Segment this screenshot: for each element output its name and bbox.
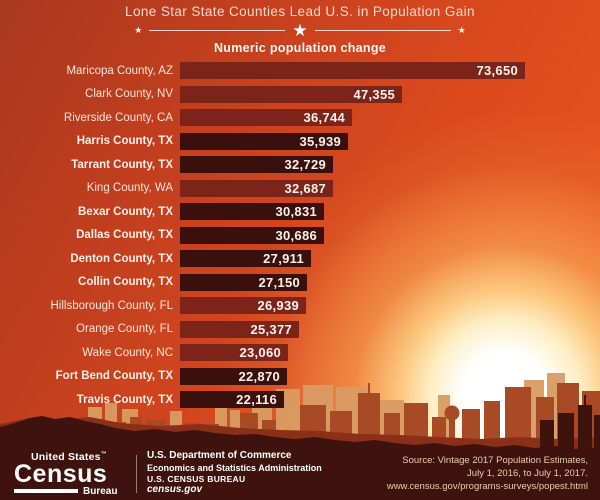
bar-row: Denton County, TX 27,911 (0, 250, 600, 267)
star-icon: ★ (457, 24, 466, 35)
value-label: 22,116 (236, 392, 277, 407)
source-citation: Source: Vintage 2017 Population Estimate… (387, 454, 588, 494)
value-bar: 30,831 (180, 203, 324, 220)
skyline-front-layer (0, 395, 600, 500)
bar-row: Fort Bend County, TX 22,870 (0, 367, 600, 385)
bar-row: King County, WA 32,687 (0, 179, 600, 197)
star-divider: ★ ★ ★ (0, 21, 600, 39)
value-bar: 32,729 (180, 156, 333, 173)
value-label: 27,911 (263, 251, 304, 266)
value-label: 35,939 (299, 133, 341, 149)
value-bar: 32,687 (180, 179, 333, 197)
dept-commerce-line: U.S. Department of Commerce (147, 450, 292, 462)
county-label: Bexar County, TX (78, 205, 173, 218)
logo-bureau-text: Bureau (83, 485, 118, 497)
county-label: Wake County, NC (82, 346, 173, 359)
value-label: 32,687 (284, 180, 326, 196)
bar-row: Clark County, NV 47,355 (0, 85, 600, 103)
value-label: 22,870 (238, 368, 280, 384)
divider-line (314, 29, 451, 31)
trademark-symbol: ™ (100, 451, 107, 457)
county-label: Clark County, NV (85, 88, 173, 100)
county-label: Maricopa County, AZ (66, 64, 173, 77)
value-bar: 35,939 (180, 132, 348, 150)
county-label: King County, WA (86, 182, 173, 194)
value-bar: 22,116 (180, 391, 284, 408)
logo-bureau-row: Bureau (14, 486, 132, 497)
bar-row: Wake County, NC 23,060 (0, 344, 600, 361)
value-bar: 27,150 (180, 273, 307, 291)
chart-subtitle: Numeric population change (213, 41, 387, 55)
value-label: 30,831 (275, 204, 317, 219)
value-label: 26,939 (257, 298, 299, 313)
county-label: Riverside County, CA (63, 111, 173, 124)
logo-census-text: Census (14, 459, 108, 488)
value-label: 27,150 (258, 274, 300, 290)
dept-census-line: U.S. CENSUS BUREAU (147, 473, 246, 484)
page-title: Lone Star State Counties Lead U.S. in Po… (125, 4, 475, 19)
logo-underline-bar (14, 489, 78, 493)
value-label: 23,060 (239, 345, 281, 360)
county-label: Hillsborough County, FL (50, 299, 173, 312)
department-info: U.S. Department of Commerce Economics an… (147, 450, 322, 497)
value-label: 73,650 (476, 63, 518, 78)
census-bureau-logo: United States™ Census Bureau (14, 451, 132, 497)
county-label: Dallas County, TX (76, 229, 173, 241)
value-label: 32,729 (284, 157, 326, 172)
bar-row: Travis County, TX 22,116 (0, 391, 600, 408)
bar-row: Bexar County, TX 30,831 (0, 203, 600, 220)
county-label: Collin County, TX (78, 276, 173, 288)
value-bar: 36,744 (180, 109, 352, 126)
value-bar: 23,060 (180, 344, 288, 361)
city-skyline-silhouette (0, 373, 600, 500)
county-label: Fort Bend County, TX (55, 370, 173, 382)
value-label: 25,377 (250, 321, 292, 337)
footer-vertical-divider (136, 454, 137, 493)
bar-row: Harris County, TX 35,939 (0, 132, 600, 150)
bar-row: Riverside County, CA 36,744 (0, 109, 600, 126)
value-bar: 30,686 (180, 226, 324, 244)
logo-united-states-text: United States (31, 450, 101, 463)
value-label: 36,744 (303, 110, 345, 125)
value-bar: 47,355 (180, 85, 402, 103)
source-line-2: July 1, 2016, to July 1, 2017. (467, 467, 588, 479)
divider-line (149, 29, 286, 31)
county-label: Travis County, TX (76, 393, 173, 406)
bar-row: Orange County, FL 25,377 (0, 320, 600, 338)
value-bar: 27,911 (180, 250, 311, 267)
logo-united-states: United States™ (14, 451, 132, 463)
value-bar: 26,939 (180, 297, 306, 314)
footer-bar: United States™ Census Bureau U.S. Depart… (0, 449, 600, 500)
dept-censusgov-line: census.gov (147, 484, 203, 496)
value-bar: 25,377 (180, 320, 299, 338)
source-line-1: Source: Vintage 2017 Population Estimate… (402, 454, 588, 466)
bar-row: Dallas County, TX 30,686 (0, 226, 600, 244)
star-icon: ★ (292, 20, 308, 40)
star-icon: ★ (134, 24, 143, 35)
county-label: Orange County, FL (76, 323, 173, 335)
value-label: 47,355 (353, 86, 395, 102)
value-bar: 73,650 (180, 62, 525, 79)
county-label: Tarrant County, TX (71, 158, 173, 171)
value-bar: 22,870 (180, 367, 287, 385)
bar-row: Maricopa County, AZ 73,650 (0, 62, 600, 79)
bar-row: Tarrant County, TX 32,729 (0, 156, 600, 173)
dept-esa-line: Economics and Statistics Administration (147, 462, 322, 473)
value-label: 30,686 (275, 227, 317, 243)
bar-chart: Maricopa County, AZ 73,650 Clark County, N… (0, 62, 600, 415)
source-url: www.census.gov/programs-surveys/popest.h… (386, 481, 588, 493)
bar-row: Hillsborough County, FL 26,939 (0, 297, 600, 314)
county-label: Denton County, TX (70, 252, 173, 265)
county-label: Harris County, TX (76, 135, 173, 147)
bar-row: Collin County, TX 27,150 (0, 273, 600, 291)
